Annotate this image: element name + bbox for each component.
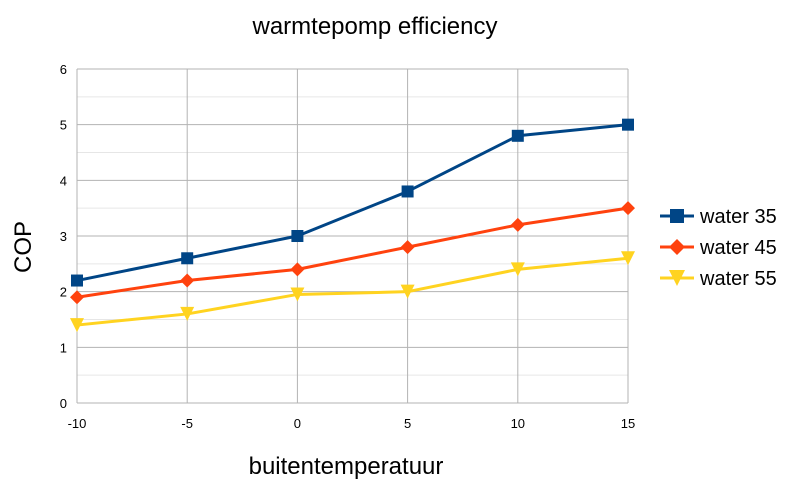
data-point [622, 118, 634, 131]
y-tick-label: 1 [60, 340, 67, 355]
y-tick-label: 0 [60, 396, 67, 411]
y-tick-label: 3 [60, 229, 67, 244]
legend-label: water 45 [699, 237, 777, 259]
plot-area: 0 1 2 3 4 5 6 -10 -5 0 5 10 15 [60, 62, 635, 431]
series-line-1 [76, 123, 629, 283]
legend-marker [669, 270, 685, 286]
x-axis-title: buitentemperatuur [249, 453, 444, 480]
legend: water 35 water 45 water 55 [660, 206, 777, 290]
data-point [621, 201, 635, 216]
x-tick-label: -10 [68, 416, 87, 431]
data-point [71, 274, 83, 287]
x-tick-label: 10 [511, 416, 525, 431]
legend-marker [670, 209, 684, 223]
y-tick-label: 4 [60, 173, 67, 188]
y-tick-label: 6 [60, 62, 67, 77]
x-tick-label: 0 [294, 416, 301, 431]
data-point [70, 290, 84, 305]
legend-label: water 35 [699, 206, 777, 228]
data-point [290, 262, 305, 277]
chart-title: warmtepomp efficiency [252, 13, 498, 40]
x-tick-label: 5 [404, 416, 411, 431]
data-point [180, 273, 195, 288]
legend-marker [669, 239, 685, 255]
data-point [400, 240, 415, 255]
series-line-2 [76, 206, 629, 299]
data-point [180, 306, 195, 321]
y-tick-label: 5 [60, 118, 67, 133]
data-point [291, 230, 304, 242]
data-point [401, 185, 414, 198]
x-tick-label: 15 [621, 416, 635, 431]
data-point [400, 284, 415, 299]
legend-label: water 55 [699, 268, 777, 290]
data-point [511, 129, 524, 142]
x-tick-label: -5 [181, 416, 193, 431]
series-line-3 [76, 256, 629, 327]
data-point [181, 252, 194, 265]
y-axis-title: COP [10, 221, 37, 273]
data-point [290, 287, 305, 302]
data-point [621, 251, 635, 266]
data-point [70, 318, 84, 333]
data-point [510, 262, 525, 277]
y-tick-label: 2 [60, 285, 67, 300]
data-point [510, 217, 525, 232]
